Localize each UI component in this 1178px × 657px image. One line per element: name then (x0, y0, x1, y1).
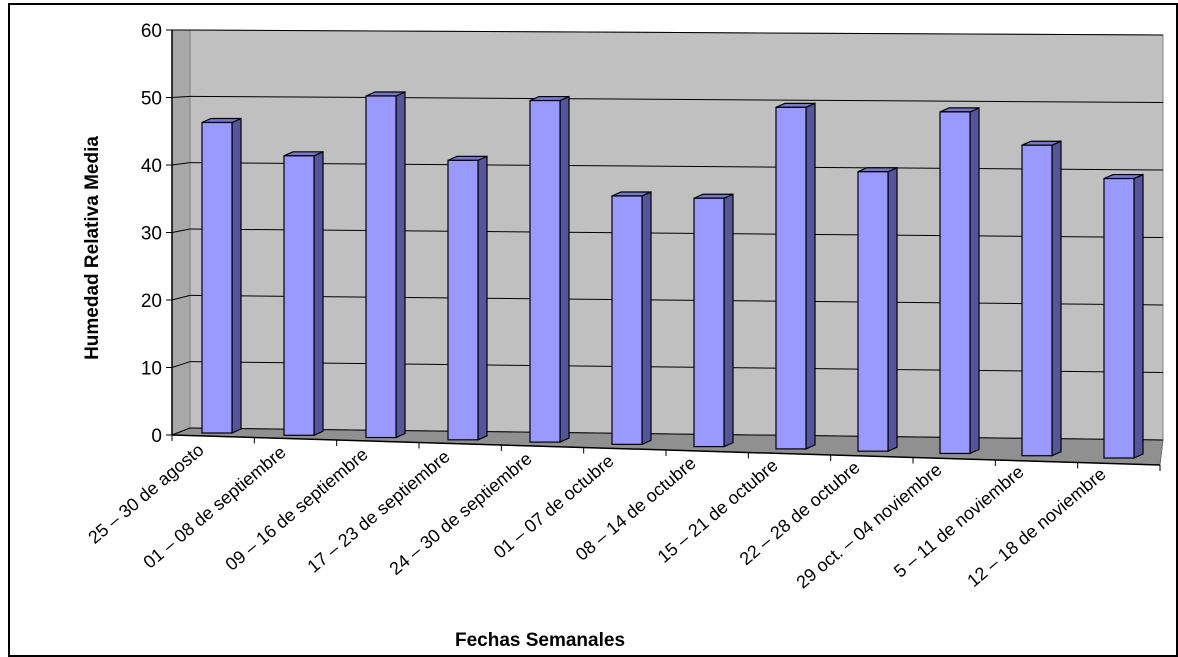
y-tick-label: 60 (141, 21, 162, 42)
bar-front (611, 195, 643, 445)
bar-side (231, 117, 242, 434)
bar (611, 191, 652, 446)
gridline-side (171, 361, 191, 368)
bar-front (201, 121, 233, 434)
back-wall (189, 29, 1164, 441)
gridline (189, 427, 1164, 441)
bar-front (529, 99, 561, 443)
gridline (189, 95, 1164, 103)
gridline-side (171, 294, 191, 301)
y-axis-ticks: 0 10 20 30 40 50 60 (141, 21, 173, 447)
gridline (189, 228, 1164, 238)
gridline (189, 294, 1164, 306)
bar-side (559, 95, 570, 444)
bar-side (477, 155, 488, 441)
bar-front (1103, 177, 1135, 459)
gridline-side (171, 162, 191, 166)
gridline-side (171, 95, 191, 98)
bar-side (969, 106, 980, 455)
bar-front (365, 95, 397, 439)
gridline-side (171, 427, 191, 436)
bar (1103, 173, 1144, 459)
side-wall (171, 29, 191, 436)
bar-side (395, 91, 406, 439)
gridlines (171, 29, 1164, 441)
bar-front (283, 155, 315, 436)
bar-side (805, 102, 816, 450)
bar (775, 102, 816, 450)
bar-side (313, 150, 324, 437)
gridline (189, 361, 1164, 373)
gridline (189, 29, 1164, 36)
bar (529, 95, 570, 444)
bar (283, 150, 324, 437)
y-tick-label: 30 (141, 224, 162, 245)
bar (857, 166, 898, 453)
bar-front (775, 106, 807, 450)
bar (939, 106, 980, 455)
bar-front (939, 111, 971, 455)
bar-front (447, 159, 479, 441)
gridline (189, 162, 1164, 171)
x-axis (171, 434, 1161, 471)
gridline-side (171, 228, 191, 233)
bar (1021, 140, 1062, 457)
bar (201, 117, 242, 434)
bar (365, 91, 406, 439)
bar-front (1021, 144, 1053, 457)
bar (693, 193, 734, 448)
y-axis-title: Humedad Relativa Media (82, 136, 103, 360)
y-tick-label: 50 (141, 89, 162, 110)
bars (201, 91, 1144, 459)
bar-side (1051, 140, 1062, 457)
bar-side (887, 166, 898, 453)
y-tick-label: 10 (141, 359, 162, 380)
bar-side (641, 191, 652, 446)
bar-side (1133, 173, 1144, 459)
y-tick-label: 20 (141, 291, 162, 312)
x-axis-title: Fechas Semanales (455, 630, 625, 651)
bar-side (723, 193, 734, 448)
y-tick-label: 40 (141, 156, 162, 177)
bar-front (693, 197, 725, 448)
y-tick-label: 0 (151, 426, 162, 447)
bar-front (857, 171, 889, 452)
bar (447, 155, 488, 441)
